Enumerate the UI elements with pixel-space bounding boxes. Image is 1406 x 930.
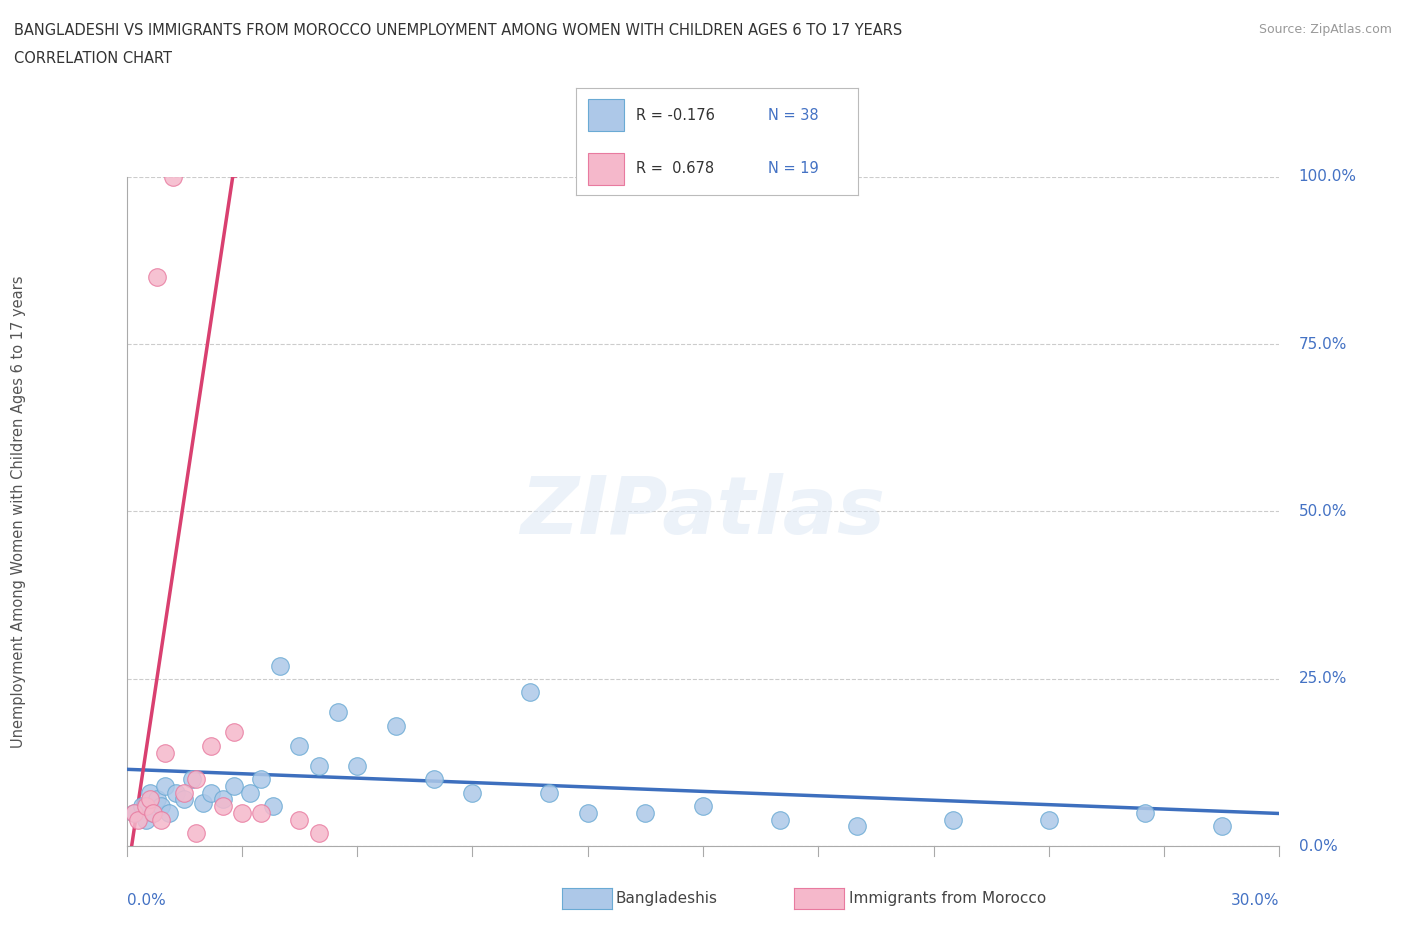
Point <box>142 805 165 820</box>
Point <box>326 705 349 720</box>
Point <box>173 785 195 800</box>
Point <box>250 772 273 787</box>
Point <box>142 805 165 820</box>
Point <box>250 805 273 820</box>
Point <box>138 785 160 800</box>
Text: Bangladeshis: Bangladeshis <box>616 891 718 906</box>
Text: BANGLADESHI VS IMMIGRANTS FROM MOROCCO UNEMPLOYMENT AMONG WOMEN WITH CHILDREN AG: BANGLADESHI VS IMMIGRANTS FROM MOROCCO U… <box>14 23 903 38</box>
Text: ZIPatlas: ZIPatlas <box>520 472 886 551</box>
Point <box>1133 805 1156 820</box>
Point <box>692 799 714 814</box>
Point <box>288 812 311 827</box>
Text: 0.0%: 0.0% <box>1299 839 1337 854</box>
Point <box>122 805 145 820</box>
Point <box>146 792 169 807</box>
Point <box>576 805 599 820</box>
Point <box>157 805 180 820</box>
Point <box>138 792 160 807</box>
Bar <box>588 153 624 184</box>
Text: Source: ZipAtlas.com: Source: ZipAtlas.com <box>1258 23 1392 36</box>
Point <box>211 799 233 814</box>
Point <box>1211 818 1233 833</box>
Text: N = 19: N = 19 <box>768 161 818 176</box>
Point <box>184 772 207 787</box>
Point <box>135 812 157 827</box>
Text: 100.0%: 100.0% <box>1299 169 1357 184</box>
Point <box>769 812 792 827</box>
Point <box>127 812 149 827</box>
Point <box>135 799 157 814</box>
Point <box>538 785 561 800</box>
Point <box>200 738 222 753</box>
Text: 25.0%: 25.0% <box>1299 671 1347 686</box>
Point <box>224 778 246 793</box>
Point <box>180 772 202 787</box>
Point <box>346 759 368 774</box>
Point <box>634 805 657 820</box>
Point <box>384 718 406 733</box>
Point <box>519 684 541 699</box>
Point <box>184 826 207 841</box>
Point <box>122 805 145 820</box>
Point <box>193 795 215 810</box>
Point <box>423 772 446 787</box>
Point <box>845 818 868 833</box>
Point <box>162 169 184 184</box>
Text: CORRELATION CHART: CORRELATION CHART <box>14 51 172 66</box>
Point <box>262 799 284 814</box>
Text: 75.0%: 75.0% <box>1299 337 1347 352</box>
Text: N = 38: N = 38 <box>768 108 818 123</box>
Text: Unemployment Among Women with Children Ages 6 to 17 years: Unemployment Among Women with Children A… <box>11 275 27 748</box>
Point <box>146 270 169 285</box>
Point <box>288 738 311 753</box>
Text: 50.0%: 50.0% <box>1299 504 1347 519</box>
Point <box>150 812 173 827</box>
Point <box>153 778 176 793</box>
Point <box>150 799 173 814</box>
Point <box>308 759 330 774</box>
Point <box>461 785 484 800</box>
Point <box>942 812 965 827</box>
Point <box>211 792 233 807</box>
Text: 0.0%: 0.0% <box>127 893 166 909</box>
Point <box>166 785 188 800</box>
Point <box>1038 812 1060 827</box>
Point <box>131 799 153 814</box>
Point <box>200 785 222 800</box>
Point <box>153 745 176 760</box>
Point <box>173 792 195 807</box>
Text: R =  0.678: R = 0.678 <box>636 161 714 176</box>
Bar <box>588 100 624 131</box>
Point <box>224 725 246 740</box>
Text: 30.0%: 30.0% <box>1232 893 1279 909</box>
Text: R = -0.176: R = -0.176 <box>636 108 714 123</box>
Point <box>308 826 330 841</box>
Point <box>269 658 291 673</box>
Point <box>231 805 253 820</box>
Text: Immigrants from Morocco: Immigrants from Morocco <box>849 891 1046 906</box>
Point <box>238 785 260 800</box>
